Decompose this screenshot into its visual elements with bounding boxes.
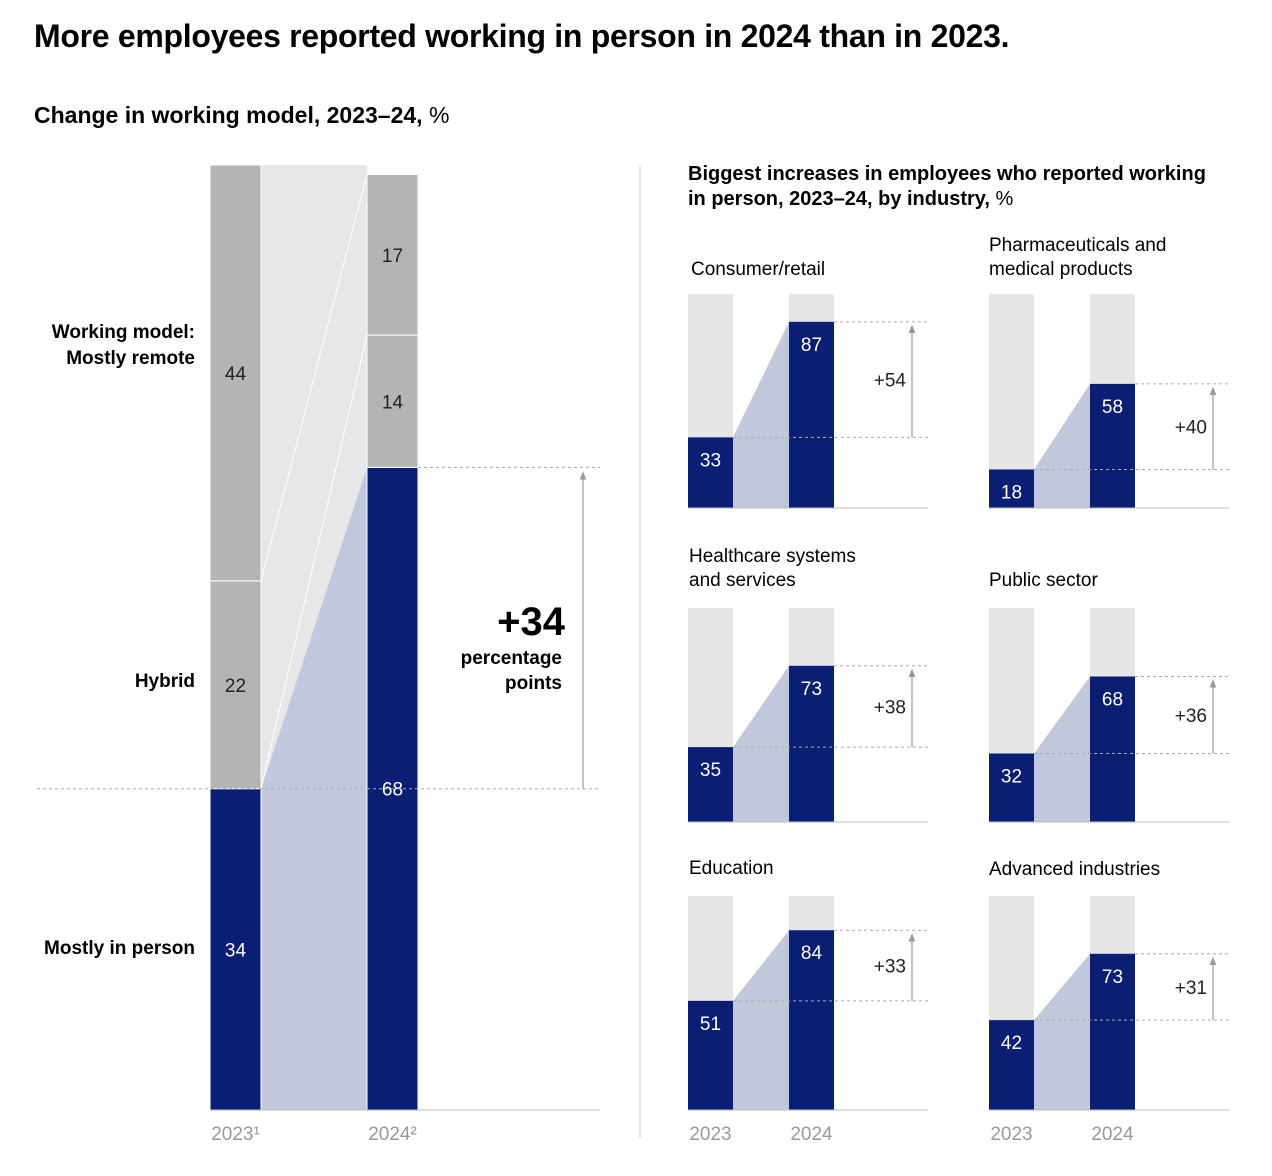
panel-title-public-sector: Public sector <box>989 570 1098 591</box>
data-label-2024-remote: 17 <box>382 246 403 267</box>
data-label-2024-in-person: 68 <box>382 780 403 801</box>
data-label-2023-remote: 44 <box>225 364 247 385</box>
category-label-in-person: Mostly in person <box>44 938 195 959</box>
x-tick-label: 2023 <box>990 1124 1032 1145</box>
band-advanced-industries <box>1034 953 1090 1110</box>
data-label-2023-consumer-retail: 33 <box>700 450 721 471</box>
bar-2024-remote <box>366 173 419 336</box>
change-label-advanced-industries: +31 <box>1175 978 1207 999</box>
data-label-2024-pharmaceuticals-and-medical-products: 58 <box>1102 397 1123 418</box>
band-consumer-retail <box>733 321 789 508</box>
bar-2023-consumer-retail <box>688 437 733 508</box>
x-tick-label: 2023 <box>689 1124 731 1145</box>
change-label-pharmaceuticals-and-medical-products: +40 <box>1175 418 1207 439</box>
chart-subtitle: Change in working model, 2023–24, % <box>34 102 449 129</box>
change-label-healthcare-systems-and-services: +38 <box>874 697 906 718</box>
data-label-2024-consumer-retail: 87 <box>801 335 822 356</box>
bar-2023-education <box>688 1000 733 1110</box>
data-label-2023-public-sector: 32 <box>1001 767 1022 788</box>
data-label-2023-hybrid: 22 <box>225 676 246 697</box>
panel-title-healthcare: Healthcare systems and services <box>689 546 856 591</box>
panel-title-pharmaceuticals: Pharmaceuticals and medical products <box>989 235 1167 280</box>
subtitle-text: Change in working model, 2023–24, <box>34 102 423 128</box>
band-pharmaceuticals-and-medical-products <box>1034 383 1090 508</box>
band-public-sector <box>1034 676 1090 822</box>
bar-2023-public-sector <box>989 753 1034 822</box>
industry-chart-title: Biggest increases in employees who repor… <box>688 162 1208 212</box>
change-label: percentage <box>461 648 562 669</box>
band-remote <box>261 165 367 581</box>
data-label-2023-advanced-industries: 42 <box>1001 1033 1022 1054</box>
bar-2024-hybrid <box>366 334 419 468</box>
x-tick-label: 2023¹ <box>211 1124 260 1145</box>
bar-2024-public-sector <box>1090 676 1135 822</box>
bar-2024-education <box>789 930 834 1110</box>
data-label-2023-in-person: 34 <box>225 940 247 961</box>
category-label-remote: Working model: Mostly remote <box>51 322 195 369</box>
band-education <box>733 930 789 1110</box>
band-divider <box>260 174 368 581</box>
chart-title: More employees reported working in perso… <box>34 18 1010 54</box>
change-label-consumer-retail: +54 <box>874 371 907 392</box>
data-label-2024-public-sector: 68 <box>1102 689 1123 710</box>
band-healthcare-systems-and-services <box>733 665 789 822</box>
change-value: +34 <box>497 600 566 644</box>
data-label-2023-healthcare-systems-and-services: 35 <box>700 760 721 781</box>
data-label-2023-pharmaceuticals-and-medical-products: 18 <box>1001 482 1022 503</box>
bar-2023-remote <box>209 164 262 582</box>
data-label-2024-healthcare-systems-and-services: 73 <box>801 679 822 700</box>
change-label-education: +33 <box>874 957 906 978</box>
bar-2023-in-person <box>209 788 262 1111</box>
panel-title-advanced-industries: Advanced industries <box>989 859 1161 880</box>
industry-title-unit: % <box>995 188 1014 210</box>
bar-2023-pharmaceuticals-and-medical-products <box>989 469 1034 508</box>
data-label-2024-education: 84 <box>801 943 823 964</box>
subtitle-unit: % <box>428 102 450 128</box>
bar-2023-healthcare-systems-and-services <box>688 747 733 822</box>
industry-title-text: Biggest increases in employees who repor… <box>688 163 1206 210</box>
x-tick-label: 2024 <box>790 1124 833 1145</box>
x-tick-label: 2024 <box>1091 1124 1134 1145</box>
data-label-2024-advanced-industries: 73 <box>1102 967 1123 988</box>
data-label-2023-education: 51 <box>700 1014 721 1035</box>
bar-2024-advanced-industries <box>1090 953 1135 1110</box>
data-label-2024-hybrid: 14 <box>382 392 404 413</box>
change-label: points <box>505 673 562 694</box>
category-label-hybrid: Hybrid <box>134 671 195 692</box>
panel-title-education: Education <box>689 858 774 879</box>
change-label-public-sector: +36 <box>1175 706 1207 727</box>
bar-2024-consumer-retail <box>789 321 834 508</box>
bar-2023-hybrid <box>209 580 262 790</box>
band-divider <box>260 334 368 789</box>
panel-title-consumer-retail: Consumer/retail <box>691 259 826 280</box>
main-stacked-chart: 34 22 44 68 14 17 +34 percentage points 2023¹ 2024… <box>37 164 600 1145</box>
bar-2024-healthcare-systems-and-services <box>789 665 834 822</box>
bar-2024-pharmaceuticals-and-medical-products <box>1090 383 1135 508</box>
bar-2023-advanced-industries <box>989 1020 1034 1110</box>
x-tick-label: 2024² <box>368 1124 417 1145</box>
industry-panels: 33 87 +54 18 58 +40 35 73 +38 32 68 +36 51 84 +33 2023 2… <box>688 294 1229 1145</box>
